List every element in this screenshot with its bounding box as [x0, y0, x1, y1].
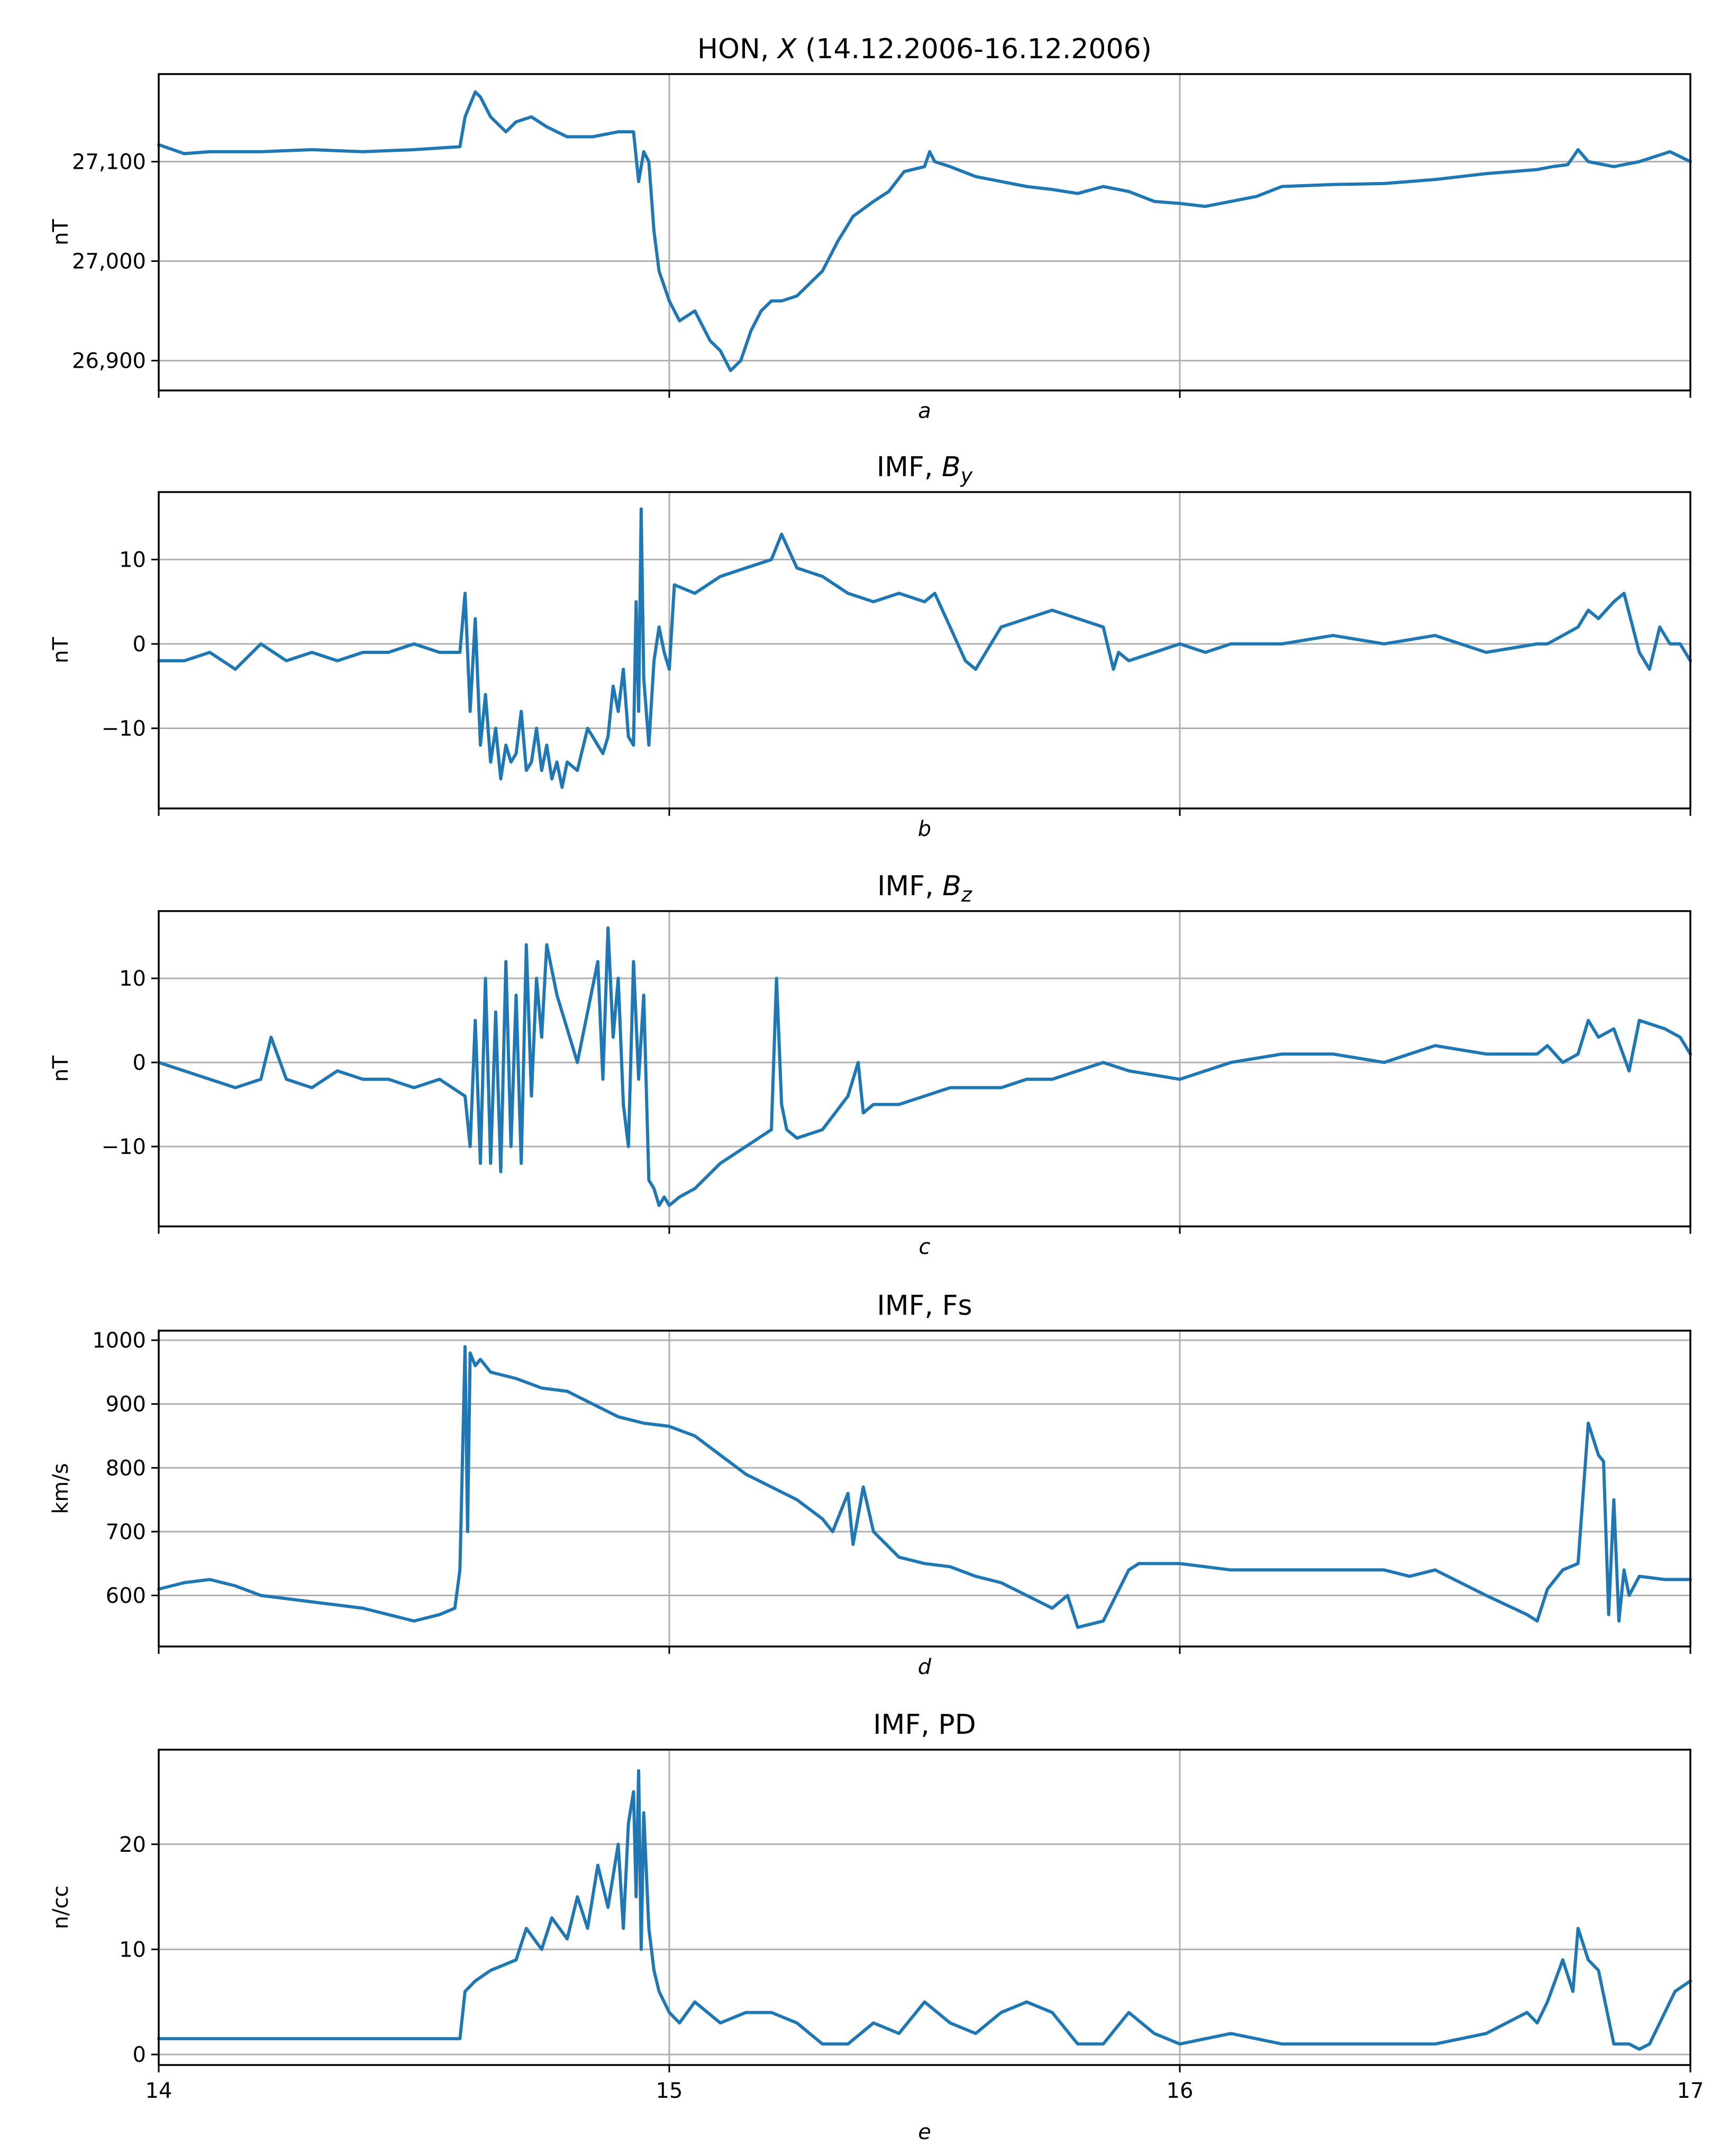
y-axis-label: nT	[49, 219, 73, 245]
y-tick-label: −10	[102, 1135, 146, 1159]
x-tick-label: 14	[145, 2079, 172, 2103]
chart-title: IMF, Bz	[877, 870, 972, 906]
series-line-PD	[157, 1769, 1692, 2051]
panels: 26,900 27,000 27,100 a nT HON, X (14.12.2006-…	[49, 33, 1704, 2144]
series-line-X	[157, 90, 1692, 372]
x-tick-label: 17	[1677, 2079, 1704, 2103]
chart-title: IMF, Fs	[877, 1290, 972, 1322]
axes-frame	[158, 73, 1691, 392]
y-tick-label: 1000	[92, 1329, 146, 1353]
axes-frame	[158, 491, 1691, 809]
y-tick-label: 10	[119, 1937, 146, 1962]
y-axis-label: nT	[49, 1056, 73, 1082]
y-tick-label: 20	[119, 1833, 146, 1857]
y-tick-label: 900	[106, 1393, 146, 1417]
series-line-By	[157, 507, 1692, 789]
axes-frame	[158, 1749, 1691, 2066]
panel-2: −10 0 10 b nT IMF, By	[49, 451, 1692, 841]
y-tick-label: 27,100	[72, 150, 146, 174]
chart-title-variable: B	[942, 870, 961, 902]
series-line-Fs	[157, 1345, 1692, 1629]
x-axis-label: b	[918, 817, 931, 841]
panel-3: −10 0 10 c nT IMF, Bz	[49, 870, 1692, 1259]
chart-title-subscript: y	[960, 464, 973, 487]
y-tick-label: 27,000	[72, 250, 146, 274]
y-tick-label: −10	[102, 717, 146, 741]
chart-title-variable: X	[776, 33, 797, 65]
x-axis-label: c	[919, 1235, 931, 1259]
y-tick-label: 700	[106, 1520, 146, 1544]
panel-5: 0 10 20 14 15 16 17 e n/cc IMF, PD	[49, 1709, 1704, 2144]
y-tick-label: 800	[106, 1456, 146, 1480]
chart-title-prefix: HON,	[697, 33, 778, 65]
chart-title-variable: B	[942, 451, 961, 483]
axes-frame	[158, 910, 1691, 1227]
y-tick-label: 0	[133, 632, 146, 657]
x-tick-label: 15	[656, 2079, 683, 2103]
y-axis-label: km/s	[49, 1463, 73, 1514]
series-line-Bz	[157, 926, 1692, 1207]
y-tick-label: 600	[106, 1584, 146, 1608]
x-tick-label: 16	[1167, 2079, 1194, 2103]
y-tick-label: 10	[119, 548, 146, 572]
y-tick-label: 0	[133, 1051, 146, 1075]
panel-1: 26,900 27,000 27,100 a nT HON, X (14.12.2006-…	[49, 33, 1692, 423]
x-axis-label: d	[918, 1655, 932, 1679]
chart-title-suffix: (14.12.2006-16.12.2006)	[797, 33, 1152, 65]
axes-frame	[158, 1330, 1691, 1648]
y-axis-label: nT	[49, 637, 73, 663]
chart-title: HON, X (14.12.2006-16.12.2006)	[697, 33, 1152, 65]
chart-title-prefix: IMF,	[877, 870, 942, 902]
x-axis-label: e	[918, 2120, 931, 2144]
panel-4: 600 700 800 900 1000 d km/s IMF, Fs	[49, 1290, 1692, 1679]
chart-title-prefix: IMF,	[877, 451, 942, 483]
chart-title: IMF, By	[877, 451, 973, 487]
x-axis-label: a	[918, 399, 931, 423]
chart-title-subscript: z	[961, 883, 972, 906]
y-tick-label: 0	[133, 2043, 146, 2067]
chart-title: IMF, PD	[873, 1709, 976, 1741]
y-tick-label: 10	[119, 967, 146, 991]
y-tick-label: 26,900	[72, 349, 146, 374]
y-axis-label: n/cc	[49, 1886, 73, 1930]
